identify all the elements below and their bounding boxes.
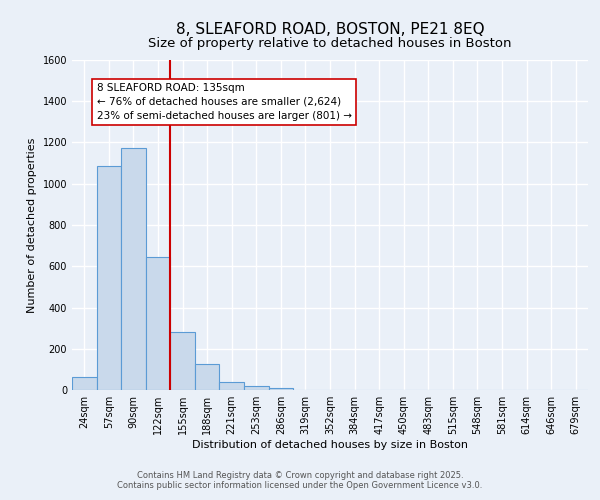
Text: 8 SLEAFORD ROAD: 135sqm
← 76% of detached houses are smaller (2,624)
23% of semi: 8 SLEAFORD ROAD: 135sqm ← 76% of detache… [97,82,352,120]
Bar [269,388,293,390]
Bar [146,257,170,390]
Text: 8, SLEAFORD ROAD, BOSTON, PE21 8EQ: 8, SLEAFORD ROAD, BOSTON, PE21 8EQ [176,22,484,38]
Text: Size of property relative to detached houses in Boston: Size of property relative to detached ho… [148,38,512,51]
X-axis label: Distribution of detached houses by size in Boston: Distribution of detached houses by size … [192,440,468,450]
Bar [220,382,244,390]
Bar [195,364,220,390]
Y-axis label: Number of detached properties: Number of detached properties [27,138,37,312]
Bar [170,332,195,390]
Bar [121,148,146,390]
Text: Contains public sector information licensed under the Open Government Licence v3: Contains public sector information licen… [118,480,482,490]
Text: Contains HM Land Registry data © Crown copyright and database right 2025.: Contains HM Land Registry data © Crown c… [137,470,463,480]
Bar [97,166,121,390]
Bar [244,386,269,390]
Bar [72,376,97,390]
